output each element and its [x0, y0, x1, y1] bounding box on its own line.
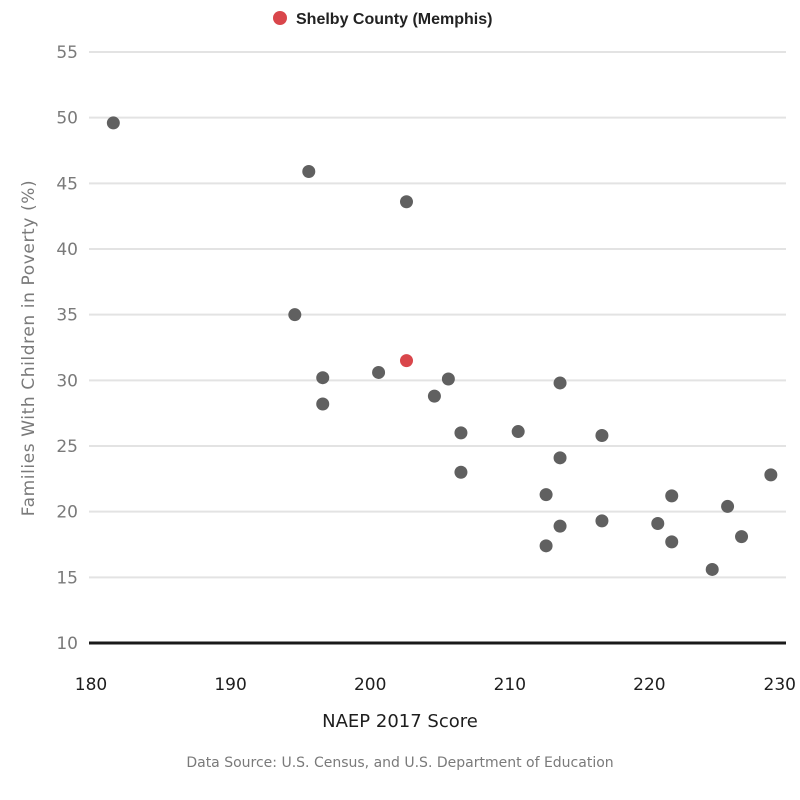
- data-point: [665, 489, 679, 503]
- data-point: [595, 428, 609, 442]
- y-tick-label: 40: [56, 240, 78, 260]
- y-tick-label: 15: [56, 568, 78, 588]
- data-point: [553, 451, 567, 465]
- y-tick-label: 50: [56, 109, 78, 129]
- data-point: [735, 530, 749, 544]
- data-point: [454, 465, 468, 479]
- data-point: [539, 539, 553, 553]
- x-tick-label: 200: [354, 675, 386, 695]
- legend-label-shelby: Shelby County (Memphis): [296, 11, 492, 28]
- data-point: [302, 165, 316, 179]
- data-point: [665, 535, 679, 549]
- data-point: [288, 308, 302, 322]
- data-point: [454, 426, 468, 440]
- data-point: [316, 371, 330, 385]
- y-axis-ticks: 10 15 20 25 30 35 40 45 50 55: [56, 43, 78, 654]
- data-point: [372, 365, 386, 379]
- data-source-note: Data Source: U.S. Census, and U.S. Depar…: [186, 755, 613, 771]
- x-tick-label: 230: [764, 675, 796, 695]
- data-point: [399, 195, 413, 209]
- x-tick-label: 210: [494, 675, 526, 695]
- x-axis-label: NAEP 2017 Score: [322, 711, 478, 732]
- data-point: [651, 516, 665, 530]
- data-point: [553, 519, 567, 533]
- data-point: [106, 116, 120, 130]
- data-point: [553, 376, 567, 390]
- data-point-shelby-county: [399, 354, 413, 368]
- gridlines: [89, 51, 786, 579]
- data-point: [721, 499, 735, 513]
- data-point: [427, 389, 441, 403]
- y-tick-label: 10: [56, 634, 78, 654]
- legend: Shelby County (Memphis): [273, 11, 492, 28]
- legend-marker-shelby: [273, 11, 287, 25]
- x-axis-ticks: 180 190 200 210 220 230: [75, 675, 796, 695]
- x-tick-label: 180: [75, 675, 107, 695]
- x-tick-label: 220: [633, 675, 665, 695]
- y-tick-label: 20: [56, 503, 78, 523]
- data-point: [441, 372, 455, 386]
- y-tick-label: 45: [56, 174, 78, 194]
- data-point: [511, 425, 525, 439]
- data-point: [316, 397, 330, 411]
- data-point: [764, 468, 778, 482]
- data-point: [539, 488, 553, 502]
- y-tick-label: 55: [56, 43, 78, 63]
- data-points: [106, 116, 778, 576]
- y-tick-label: 35: [56, 306, 78, 326]
- y-axis-label: Families With Children in Poverty (%): [19, 180, 39, 516]
- data-point: [705, 562, 719, 576]
- x-tick-label: 190: [214, 675, 246, 695]
- y-tick-label: 25: [56, 437, 78, 457]
- y-tick-label: 30: [56, 371, 78, 391]
- data-point: [595, 514, 609, 528]
